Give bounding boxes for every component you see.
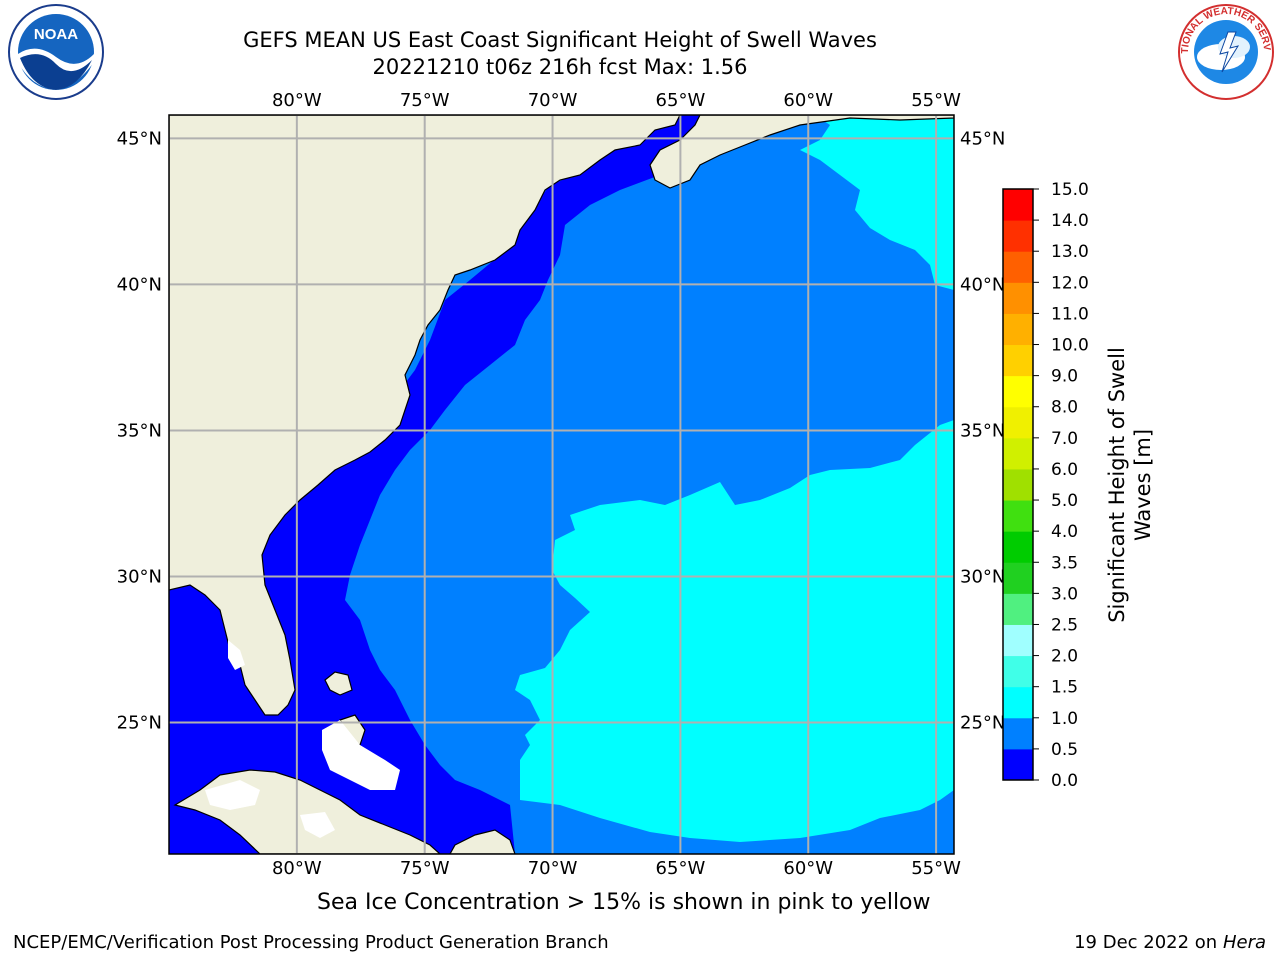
lat-tick-label-right: 45°N <box>960 128 1005 149</box>
colorbar-swatch <box>1003 562 1033 594</box>
lon-tick-label-top: 65°W <box>656 90 706 111</box>
lon-tick-label-bottom: 80°W <box>272 858 322 879</box>
colorbar-swatch <box>1003 344 1033 377</box>
swell-region-0p0-0p5-coastal <box>169 115 700 854</box>
chart-title: GEFS MEAN US East Coast Significant Heig… <box>243 28 877 52</box>
colorbar-tick-label: 2.5 <box>1051 615 1078 635</box>
nova-scotia-land <box>649 115 954 189</box>
colorbar-tick-label: 11.0 <box>1051 304 1089 324</box>
no-data-patch <box>228 640 245 670</box>
colorbar-swatch <box>1003 313 1033 346</box>
colorbar-tick-label: 4.0 <box>1051 522 1078 542</box>
colorbar-tick-label: 2.0 <box>1051 647 1078 667</box>
no-data-patch <box>300 812 335 838</box>
colorbar-label-line2: Waves [m] <box>1131 429 1155 541</box>
lon-tick-label-bottom: 55°W <box>911 858 961 879</box>
colorbar-tick-label: 6.0 <box>1051 460 1078 480</box>
lon-tick-label-top: 55°W <box>911 90 961 111</box>
lat-tick-label-right: 25°N <box>960 713 1005 734</box>
lon-tick-label-bottom: 70°W <box>528 858 578 879</box>
map-frame <box>168 114 955 855</box>
lon-tick-label-bottom: 75°W <box>400 858 450 879</box>
colorbar-swatch <box>1003 748 1033 781</box>
colorbar-tick-label: 1.5 <box>1051 678 1078 698</box>
colorbar-swatch <box>1003 375 1033 408</box>
axis-tick-labels: 80°W 80°W 75°W 75°W 70°W 70°W 65°W 65°W 60°W 60°W… <box>117 90 1006 879</box>
credit-left: NCEP/EMC/Verification Post Processing Pr… <box>13 932 609 953</box>
colorbar-tick-label: 14.0 <box>1051 211 1089 231</box>
colorbar-swatch <box>1003 468 1033 501</box>
swell-region-1p0-1p5-northeast <box>800 115 954 290</box>
no-data-areas <box>205 640 400 838</box>
colorbar-tick-label: 5.0 <box>1051 491 1078 511</box>
no-data-patch <box>322 720 400 790</box>
lon-tick-label-bottom: 60°W <box>783 858 833 879</box>
colorbar-swatch <box>1003 655 1033 688</box>
colorbar-swatch <box>1003 500 1033 532</box>
colorbar-tick-label: 0.5 <box>1051 740 1078 760</box>
colorbar-swatch <box>1003 282 1033 314</box>
lat-tick-label-left: 40°N <box>117 274 162 295</box>
no-data-patch <box>205 780 260 810</box>
lat-tick-label-left: 30°N <box>117 567 162 588</box>
lat-tick-label-right: 40°N <box>960 274 1005 295</box>
lat-tick-label-left: 25°N <box>117 713 162 734</box>
lat-tick-label-left: 35°N <box>117 420 162 441</box>
credit-date: 19 Dec 2022 on <box>1074 932 1218 953</box>
chart-subtitle: 20221210 t06z 216h fcst Max: 1.56 <box>372 55 748 79</box>
colorbar-tick-label: 0.0 <box>1051 771 1078 791</box>
map-gridlines <box>169 115 954 854</box>
colorbar-tick-label: 1.0 <box>1051 709 1078 729</box>
colorbar-tick-label: 9.0 <box>1051 367 1078 387</box>
colorbar-swatch <box>1003 406 1033 439</box>
national-weather-service-logo: NATIONAL WEATHER SERVICE <box>1176 2 1274 100</box>
hispaniola-land <box>449 829 516 854</box>
colorbar-frame <box>1002 188 1034 781</box>
colorbar-tick-label: 13.0 <box>1051 242 1089 262</box>
colorbar-tick-label: 3.0 <box>1051 584 1078 604</box>
colorbar-swatch <box>1003 189 1033 221</box>
lat-tick-label-right: 30°N <box>960 567 1005 588</box>
colorbar-label: Significant Height of Swell <box>1105 347 1129 623</box>
colorbar-swatch <box>1003 717 1033 750</box>
colorbar-tick-label: 3.5 <box>1051 553 1078 573</box>
colorbar-tick-label: 7.0 <box>1051 429 1078 449</box>
lon-tick-label-top: 60°W <box>783 90 833 111</box>
colorbar-swatch <box>1003 220 1033 252</box>
lon-tick-label-top: 70°W <box>528 90 578 111</box>
colorbar-tick-label: 8.0 <box>1051 398 1078 418</box>
colorbar-swatch <box>1003 251 1033 283</box>
colorbar-swatch <box>1003 437 1033 470</box>
bahamas-island <box>324 671 353 696</box>
colorbar-tick-label: 10.0 <box>1051 336 1089 356</box>
lat-tick-label-right: 35°N <box>960 420 1005 441</box>
noaa-logo: NOAA <box>8 4 104 100</box>
noaa-logo-text: NOAA <box>34 26 78 43</box>
colorbar-swatch <box>1003 531 1033 563</box>
sea-ice-note: Sea Ice Concentration > 15% is shown in … <box>317 890 931 915</box>
colorbar-swatch <box>1003 593 1033 625</box>
lon-tick-label-top: 80°W <box>272 90 322 111</box>
credit-machine: Hera <box>1222 932 1266 953</box>
colorbar-tick-label: 15.0 <box>1051 180 1089 200</box>
colorbar-swatch <box>1003 624 1033 657</box>
lon-tick-label-top: 75°W <box>400 90 450 111</box>
swell-region-1p0-1p5-southeast <box>515 420 954 842</box>
colorbar-swatch <box>1003 686 1033 719</box>
credit-right: 19 Dec 2022 on Hera <box>1074 932 1266 953</box>
colorbar-tick-label: 12.0 <box>1051 273 1089 293</box>
colorbar: 0.0 0.5 1.0 1.5 2.0 2.5 3.0 3.5 4.0 5.0 6.0 7.0 8.0 9… <box>1002 180 1089 791</box>
lon-tick-label-bottom: 65°W <box>656 858 706 879</box>
lat-tick-label-left: 45°N <box>117 128 162 149</box>
